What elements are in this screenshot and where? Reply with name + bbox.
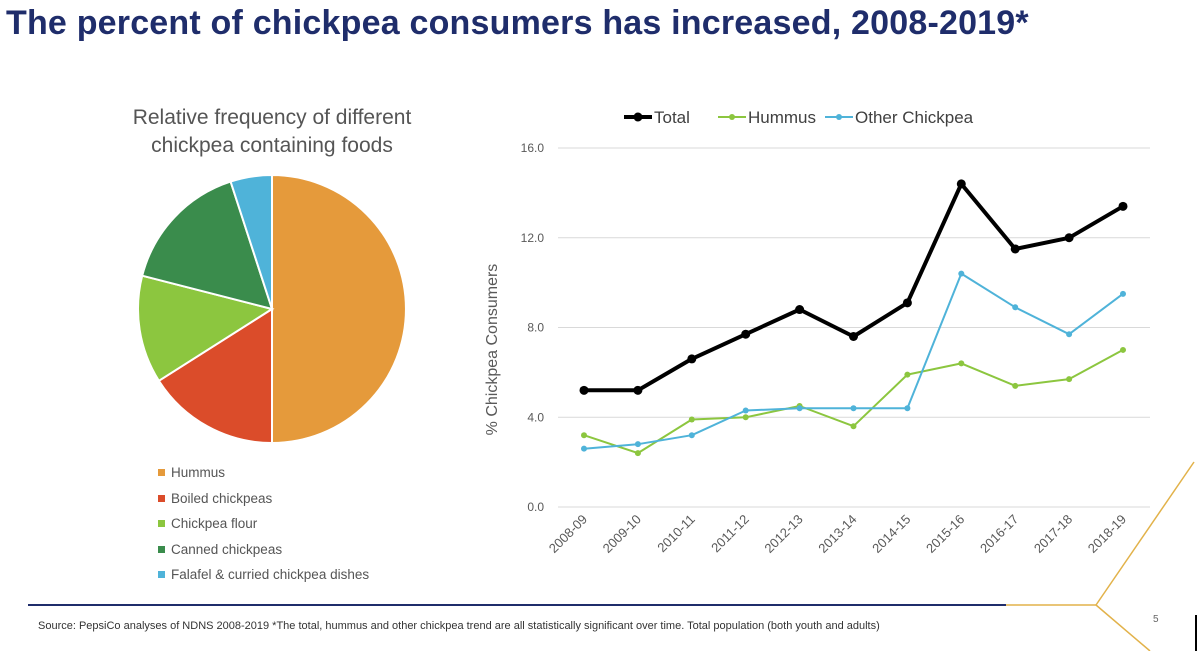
pie-legend-item-hummus: Hummus bbox=[158, 460, 369, 486]
footer-divider bbox=[28, 604, 1006, 606]
pie-chart bbox=[137, 173, 407, 445]
pie-slice-canned-chickpeas bbox=[140, 180, 274, 311]
data-point-total bbox=[1064, 233, 1074, 243]
pie-legend-item-canned-chickpeas: Canned chickpeas bbox=[158, 537, 369, 563]
pie-title-line-1: Relative frequency of different bbox=[132, 106, 412, 129]
line-legend-label-total: Total bbox=[654, 108, 690, 127]
data-point-hummus bbox=[904, 371, 911, 378]
data-point-other-chickpea bbox=[1066, 331, 1073, 338]
pie-legend-swatch bbox=[158, 571, 165, 579]
data-point-other-chickpea bbox=[958, 270, 965, 277]
data-point-other-chickpea bbox=[904, 405, 911, 412]
pie-slice-boiled-chickpeas bbox=[157, 307, 273, 445]
data-point-other-chickpea bbox=[634, 441, 641, 448]
line-legend-label-other-chickpea: Other Chickpea bbox=[855, 108, 974, 127]
pie-legend-label: Hummus bbox=[171, 465, 226, 481]
pie-legend-item-boiled-chickpeas: Boiled chickpeas bbox=[158, 486, 369, 512]
y-axis-label: % Chickpea Consumers bbox=[484, 264, 501, 436]
pie-legend-label: Canned chickpeas bbox=[171, 541, 283, 557]
data-point-total bbox=[795, 305, 805, 315]
line-chart: 0.04.08.012.016.0% Chickpea Consumers200… bbox=[484, 108, 1150, 556]
pie-legend: Hummus Boiled chickpeas Chickpea flour Cann… bbox=[158, 460, 369, 588]
data-point-total bbox=[1118, 201, 1128, 211]
data-point-hummus bbox=[1012, 382, 1019, 389]
y-tick-label: 4.0 bbox=[527, 410, 544, 424]
data-point-hummus bbox=[958, 360, 965, 367]
pie-legend-label: Chickpea flour bbox=[171, 516, 258, 532]
pie-legend-label: Boiled chickpeas bbox=[171, 490, 273, 506]
data-point-other-chickpea bbox=[796, 405, 803, 412]
data-point-total bbox=[849, 331, 858, 341]
data-point-total bbox=[579, 385, 589, 395]
data-point-other-chickpea bbox=[850, 405, 857, 412]
y-tick-label: 8.0 bbox=[527, 321, 544, 335]
page-number: 5 bbox=[1153, 614, 1159, 625]
data-point-hummus bbox=[1066, 376, 1073, 383]
y-tick-label: 0.0 bbox=[527, 500, 544, 514]
data-point-other-chickpea bbox=[688, 432, 695, 439]
data-point-other-chickpea bbox=[581, 445, 587, 452]
data-point-hummus bbox=[1120, 346, 1126, 353]
line-legend-label-hummus: Hummus bbox=[748, 108, 816, 127]
data-point-total bbox=[687, 354, 697, 364]
line-legend-marker-total bbox=[633, 112, 643, 122]
data-point-hummus bbox=[742, 414, 749, 421]
data-point-hummus bbox=[581, 432, 587, 439]
source-note: Source: PepsiCo analyses of NDNS 2008-20… bbox=[38, 620, 880, 632]
data-point-total bbox=[902, 298, 912, 308]
y-tick-label: 16.0 bbox=[521, 141, 545, 155]
data-point-total bbox=[956, 179, 966, 189]
data-point-hummus bbox=[634, 450, 641, 457]
data-point-other-chickpea bbox=[742, 407, 749, 414]
slide-title: The percent of chickpea consumers has in… bbox=[6, 4, 1029, 42]
pie-slice-falafel-and-curried-chickpea-dishes bbox=[229, 173, 273, 310]
line-legend-marker-other-chickpea bbox=[836, 114, 842, 120]
data-point-total bbox=[633, 385, 643, 395]
pie-title-line-2: chickpea containing foods bbox=[151, 134, 393, 157]
pie-legend-item-falafel-and-curried-chickpea-dishes: Falafel & curried chickpea dishes bbox=[158, 562, 369, 588]
pie-legend-swatch bbox=[158, 545, 165, 553]
pie-slice-chickpea-flour bbox=[137, 274, 275, 383]
pie-chart-title: Relative frequency of different chickpea… bbox=[92, 104, 452, 160]
data-point-other-chickpea bbox=[1120, 290, 1126, 297]
edge-bar bbox=[1195, 615, 1197, 651]
pie-legend-item-chickpea-flour: Chickpea flour bbox=[158, 511, 369, 537]
y-tick-label: 12.0 bbox=[521, 231, 545, 245]
pie-slice-hummus bbox=[271, 173, 407, 445]
pie-legend-swatch bbox=[158, 520, 165, 528]
data-point-other-chickpea bbox=[1012, 304, 1019, 311]
pie-legend-swatch bbox=[158, 494, 165, 502]
pie-legend-label: Falafel & curried chickpea dishes bbox=[171, 567, 370, 583]
data-point-hummus bbox=[850, 423, 857, 430]
data-point-hummus bbox=[688, 416, 695, 423]
line-legend-marker-hummus bbox=[729, 114, 735, 120]
data-point-total bbox=[741, 329, 751, 339]
pie-legend-swatch bbox=[158, 469, 165, 477]
data-point-total bbox=[1010, 244, 1020, 254]
